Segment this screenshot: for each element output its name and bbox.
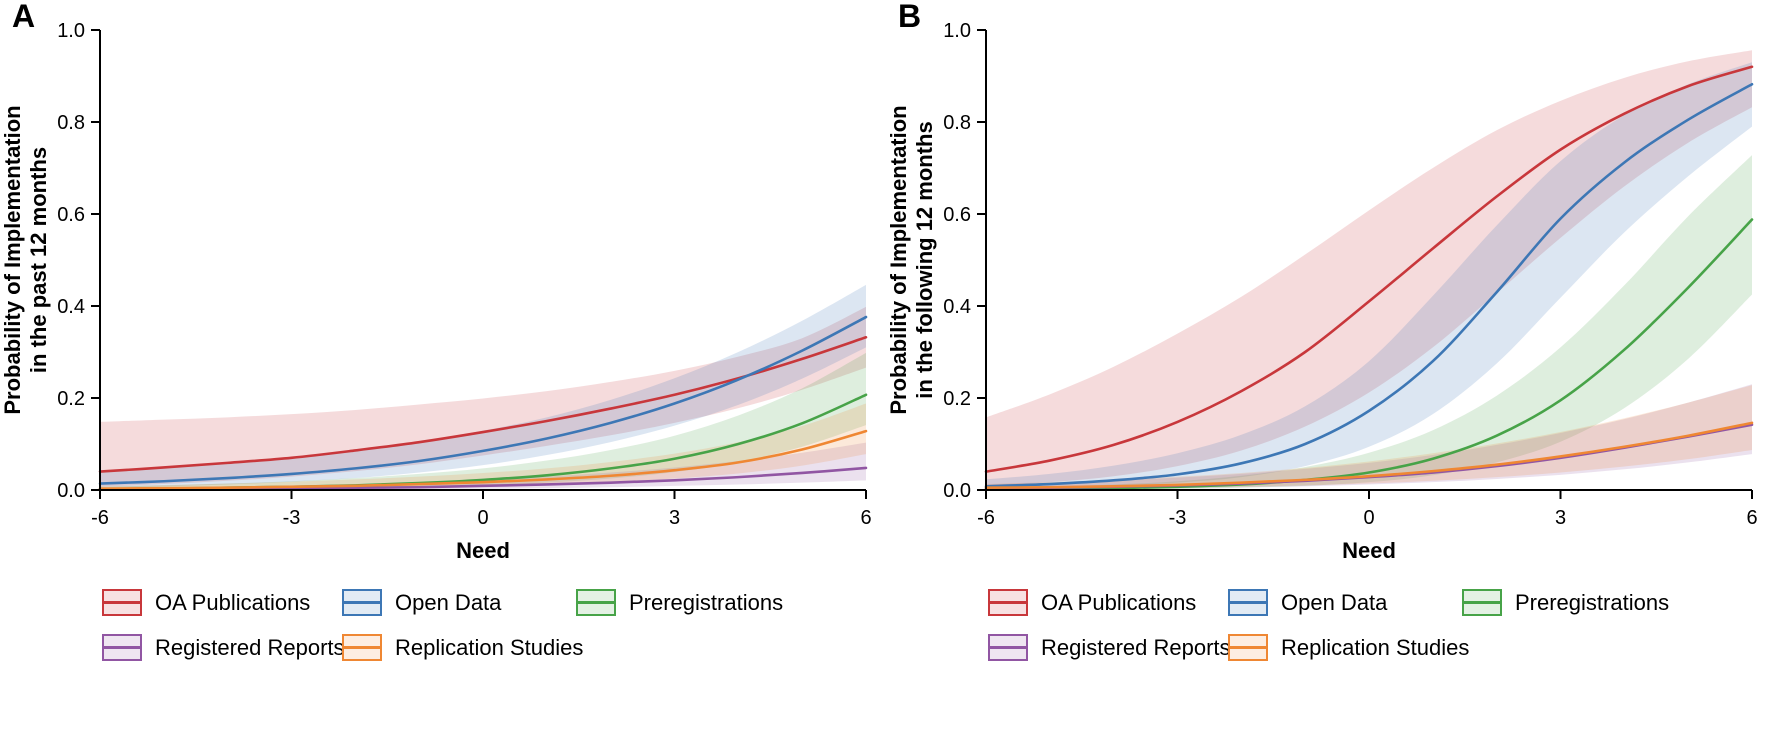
- legend-key-line: [344, 646, 380, 649]
- legend-item-oa-publications: OA Publications: [988, 589, 1228, 616]
- series-line-replication-studies: [98, 429, 868, 490]
- legend-item-registered-reports: Registered Reports: [988, 634, 1231, 661]
- plot-area-b: 0.0 0.2 0.4 0.6 0.8 1.0 -6 -3 0 3 6 Need Probability…: [886, 20, 1758, 563]
- x-tick-label: 6: [860, 507, 871, 529]
- y-tick-label: 0.0: [57, 480, 85, 502]
- x-tick-label: 3: [669, 507, 680, 529]
- legend-item-replication-studies: Replication Studies: [1228, 634, 1469, 661]
- y-tick-label: 0.6: [943, 204, 971, 226]
- x-tick-label: -3: [1169, 507, 1187, 529]
- legend-item-open-data: Open Data: [342, 589, 576, 616]
- panel-b: B 0.0 0.2 0.4 0.6 0.8 1.0 -6 -3 0 3 6 Need Probabili…: [886, 0, 1772, 661]
- series-line-oa-publications: [984, 65, 1754, 473]
- series-ribbon-oa-publications: [986, 50, 1752, 486]
- y-tick-label: 1.0: [57, 20, 85, 42]
- legend-label: Replication Studies: [1281, 634, 1470, 660]
- legend-label: Open Data: [1281, 589, 1388, 615]
- legend-item-preregistrations: Preregistrations: [1462, 589, 1669, 616]
- series-line-open-data: [98, 315, 868, 485]
- x-axis-title: Need: [1342, 538, 1396, 563]
- legend-key-line: [104, 601, 140, 604]
- series-ribbon-preregistrations: [986, 155, 1752, 490]
- y-tick-label: 0.2: [57, 388, 85, 410]
- legend-key-icon: [102, 589, 142, 616]
- series-ribbon-registered-reports: [100, 442, 866, 491]
- y-tick-label: 0.6: [57, 204, 85, 226]
- y-tick-label: 0.8: [57, 112, 85, 134]
- series-ribbon-replication-studies: [986, 385, 1752, 490]
- legend-key-icon: [1228, 634, 1268, 661]
- legend-item-oa-publications: OA Publications: [102, 589, 342, 616]
- legend-key-icon: [342, 589, 382, 616]
- series-line-replication-studies: [984, 421, 1754, 489]
- legend-key-line: [578, 601, 614, 604]
- x-tick-label: -6: [91, 507, 109, 529]
- legend-a: OA Publications Open Data Preregistrations…: [102, 589, 886, 661]
- legend-b: OA Publications Open Data Preregistrations…: [988, 589, 1772, 661]
- x-tick-label: 6: [1746, 507, 1757, 529]
- legend-key-icon: [988, 634, 1028, 661]
- x-axis-title: Need: [456, 538, 510, 563]
- panel-a: A 0.0 0.2 0.4 0.6 0.8 1.0 -6 -3 0 3 6 Need Probabili…: [0, 0, 886, 661]
- x-tick-label: 3: [1555, 507, 1566, 529]
- y-tick-label: 0.4: [943, 296, 971, 318]
- legend-label: Registered Reports: [155, 634, 345, 660]
- series-ribbon-replication-studies: [100, 403, 866, 490]
- x-tick-label: -6: [977, 507, 995, 529]
- legend-key-line: [1230, 646, 1266, 649]
- legend-label: Replication Studies: [395, 634, 584, 660]
- legend-label: Preregistrations: [1515, 589, 1670, 615]
- legend-label: Open Data: [395, 589, 502, 615]
- y-tick-label: 0.8: [943, 112, 971, 134]
- legend-label: OA Publications: [1041, 589, 1197, 615]
- legend-key-line: [104, 646, 140, 649]
- y-tick-label: 0.2: [943, 388, 971, 410]
- legend-key-icon: [1228, 589, 1268, 616]
- series-ribbon-preregistrations: [100, 352, 866, 490]
- legend-item-replication-studies: Replication Studies: [342, 634, 583, 661]
- y-axis-title: Probability of Implementationin the foll…: [886, 105, 937, 414]
- legend-item-open-data: Open Data: [1228, 589, 1462, 616]
- y-axis-title: Probability of Implementationin the past…: [0, 105, 51, 414]
- series-line-open-data: [984, 82, 1754, 488]
- series-ribbon-oa-publications: [100, 306, 866, 487]
- legend-item-registered-reports: Registered Reports: [102, 634, 345, 661]
- legend-key-icon: [102, 634, 142, 661]
- legend-label: Preregistrations: [629, 589, 784, 615]
- legend-key-line: [1464, 601, 1500, 604]
- x-tick-label: 0: [1363, 507, 1374, 529]
- legend-key-icon: [576, 589, 616, 616]
- plot-area-a: 0.0 0.2 0.4 0.6 0.8 1.0 -6 -3 0 3 6 Need Probability…: [0, 20, 872, 563]
- legend-key-icon: [342, 634, 382, 661]
- y-tick-label: 0.0: [943, 480, 971, 502]
- x-tick-label: -3: [283, 507, 301, 529]
- panel-label-b: B: [898, 0, 922, 34]
- x-tick-label: 0: [477, 507, 488, 529]
- legend-label: Registered Reports: [1041, 634, 1231, 660]
- figure: A 0.0 0.2 0.4 0.6 0.8 1.0 -6 -3 0 3 6 Need Probabili…: [0, 0, 1772, 661]
- y-tick-label: 1.0: [943, 20, 971, 42]
- legend-key-line: [990, 646, 1026, 649]
- legend-key-icon: [988, 589, 1028, 616]
- legend-key-line: [344, 601, 380, 604]
- legend-item-preregistrations: Preregistrations: [576, 589, 783, 616]
- series-line-preregistrations: [984, 218, 1754, 491]
- series-ribbon-open-data: [986, 62, 1752, 489]
- series-ribbon-registered-reports: [986, 384, 1752, 490]
- panel-label-a: A: [12, 0, 36, 34]
- legend-key-icon: [1462, 589, 1502, 616]
- y-tick-label: 0.4: [57, 296, 85, 318]
- legend-key-line: [990, 601, 1026, 604]
- legend-key-line: [1230, 601, 1266, 604]
- legend-label: OA Publications: [155, 589, 311, 615]
